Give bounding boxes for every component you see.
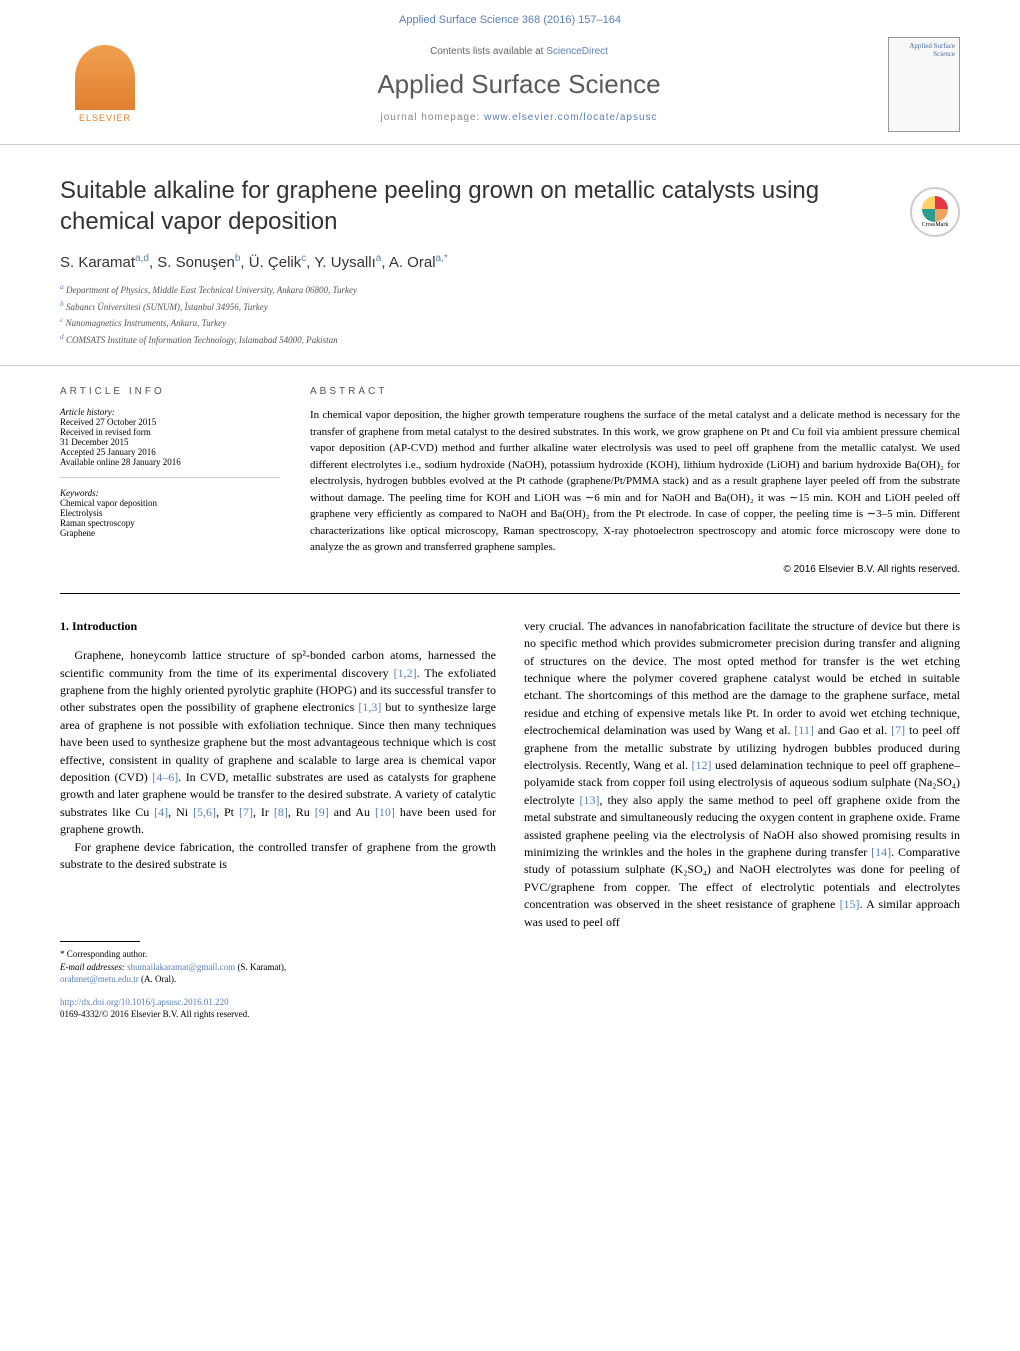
article-header: CrossMark Suitable alkaline for graphene… (0, 145, 1020, 347)
crossmark-icon (922, 196, 948, 222)
crossmark-badge[interactable]: CrossMark (910, 187, 960, 237)
article-history: Article history: Received 27 October 201… (60, 407, 280, 478)
abstract-text: In chemical vapor deposition, the higher… (310, 407, 960, 556)
issn-copyright: 0169-4332/© 2016 Elsevier B.V. All right… (60, 1008, 960, 1021)
journal-title: Applied Surface Science (150, 69, 888, 100)
journal-title-block: Contents lists available at ScienceDirec… (150, 46, 888, 123)
abstract-copyright: © 2016 Elsevier B.V. All rights reserved… (310, 564, 960, 575)
affiliation-c: c Nanomagnetics Instruments, Ankara, Tur… (60, 314, 960, 331)
author-3-marks: a (376, 253, 382, 264)
history-line-1: Received in revised form (60, 427, 280, 437)
footer-divider (60, 941, 140, 942)
email-addresses: E-mail addresses: shumailakaramat@gmail.… (60, 961, 960, 986)
homepage-label: journal homepage: (380, 112, 484, 123)
history-line-0: Received 27 October 2015 (60, 417, 280, 427)
email-2-author: (A. Oral). (139, 974, 177, 984)
authors-line: S. Karamata,d, S. Sonuşenb, Ü. Çelikc, Y… (60, 253, 960, 271)
affiliations: a Department of Physics, Middle East Tec… (60, 281, 960, 347)
affiliation-d: d COMSATS Institute of Information Techn… (60, 331, 960, 348)
author-2-marks: c (301, 253, 306, 264)
keyword-1: Electrolysis (60, 508, 280, 518)
author-2: Ü. Çelik (249, 254, 302, 271)
keyword-2: Raman spectroscopy (60, 518, 280, 528)
keyword-3: Graphene (60, 528, 280, 538)
email-label: E-mail addresses: (60, 962, 127, 972)
email-2[interactable]: orahmet@metu.edu.tr (60, 974, 139, 984)
body-paragraph-3: very crucial. The advances in nanofabric… (524, 618, 960, 931)
corresponding-author: * Corresponding author. (60, 948, 960, 961)
email-1-author: (S. Karamat), (235, 962, 286, 972)
body-paragraph-2: For graphene device fabrication, the con… (60, 839, 496, 874)
journal-cover-thumbnail: Applied Surface Science (888, 37, 960, 132)
body-paragraph-1: Graphene, honeycomb lattice structure of… (60, 647, 496, 838)
author-1: S. Sonuşen (157, 254, 235, 271)
history-line-3: Accepted 25 January 2016 (60, 447, 280, 457)
history-label: Article history: (60, 407, 280, 417)
author-4-marks: a,* (436, 253, 448, 264)
cover-title: Applied Surface Science (889, 38, 959, 62)
homepage-line: journal homepage: www.elsevier.com/locat… (150, 112, 888, 123)
publisher-logo: ELSEVIER (60, 34, 150, 134)
publisher-name: ELSEVIER (79, 113, 131, 123)
contents-line: Contents lists available at ScienceDirec… (150, 46, 888, 57)
doi-link[interactable]: http://dx.doi.org/10.1016/j.apsusc.2016.… (60, 996, 960, 1009)
citation-header: Applied Surface Science 368 (2016) 157–1… (0, 0, 1020, 34)
author-3: Y. Uysallı (314, 254, 375, 271)
history-line-4: Available online 28 January 2016 (60, 457, 280, 467)
keyword-0: Chemical vapor deposition (60, 498, 280, 508)
author-0-marks: a,d (135, 253, 149, 264)
crossmark-label: CrossMark (922, 222, 949, 228)
journal-header: ELSEVIER Contents lists available at Sci… (0, 34, 1020, 145)
sciencedirect-link[interactable]: ScienceDirect (546, 46, 608, 57)
abstract-column: abstract In chemical vapor deposition, t… (310, 386, 960, 575)
author-1-marks: b (235, 253, 241, 264)
contents-text: Contents lists available at (430, 46, 546, 57)
introduction-heading: 1. Introduction (60, 618, 496, 635)
affiliation-a: a Department of Physics, Middle East Tec… (60, 281, 960, 298)
author-4: A. Oral (389, 254, 436, 271)
article-title: Suitable alkaline for graphene peeling g… (60, 175, 960, 237)
abstract-heading: abstract (310, 386, 960, 397)
info-abstract-row: article info Article history: Received 2… (0, 365, 1020, 575)
article-info-heading: article info (60, 386, 280, 397)
keywords-label: Keywords: (60, 488, 280, 498)
keywords-block: Keywords: Chemical vapor deposition Elec… (60, 488, 280, 538)
elsevier-tree-icon (75, 45, 135, 110)
affiliation-b: b Sabancı Üniversitesi (SUNUM), İstanbul… (60, 298, 960, 315)
homepage-link[interactable]: www.elsevier.com/locate/apsusc (484, 112, 657, 123)
article-body: 1. Introduction Graphene, honeycomb latt… (0, 594, 1020, 931)
email-1[interactable]: shumailakaramat@gmail.com (127, 962, 235, 972)
footer: * Corresponding author. E-mail addresses… (0, 931, 1020, 1041)
article-info-column: article info Article history: Received 2… (60, 386, 280, 575)
author-0: S. Karamat (60, 254, 135, 271)
history-line-2: 31 December 2015 (60, 437, 280, 447)
